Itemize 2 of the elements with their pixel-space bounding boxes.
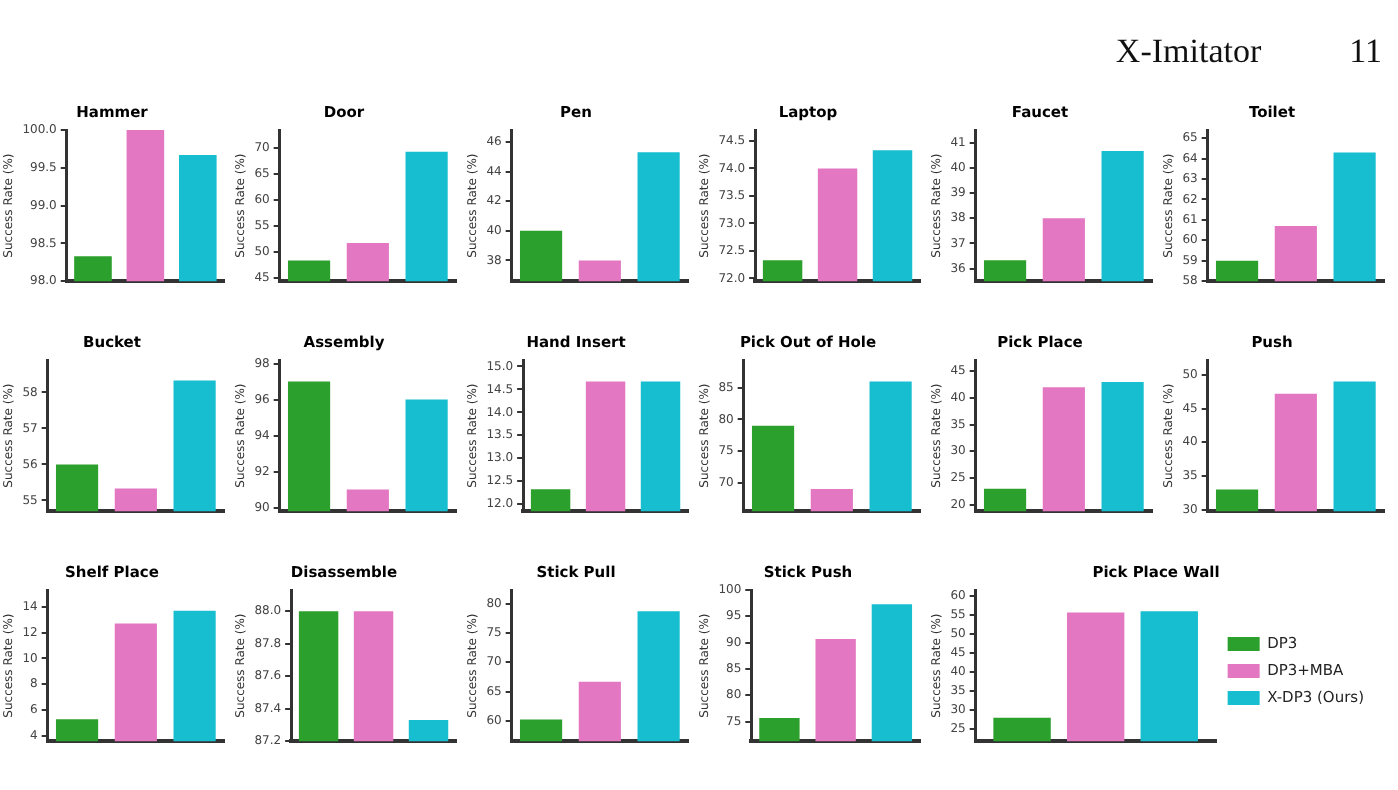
text: 11 [1349,32,1382,72]
text: X-Imitator [1115,32,1262,72]
